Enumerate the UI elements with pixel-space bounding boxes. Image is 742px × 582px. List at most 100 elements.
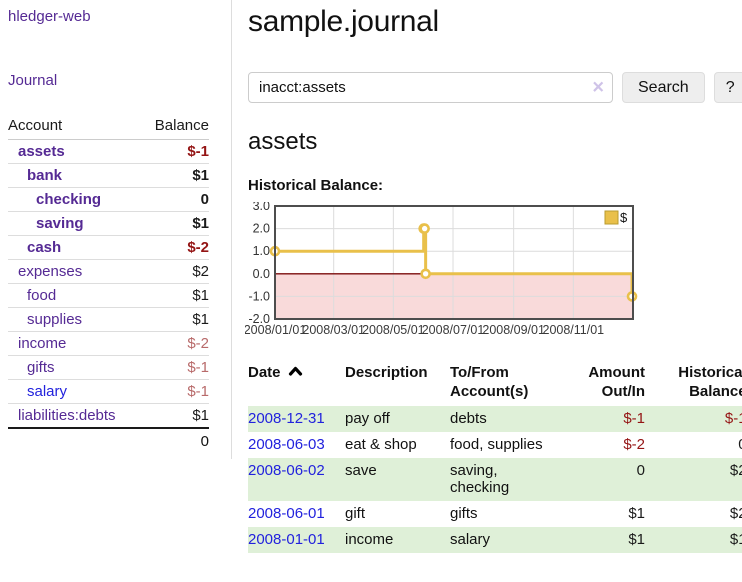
legend-label: $ <box>620 210 628 225</box>
register-row: 2008-01-01 income salary $1 $1 <box>248 527 742 553</box>
register-date-link[interactable]: 2008-06-01 <box>248 505 325 522</box>
register-date-link[interactable]: 2008-06-03 <box>248 436 325 453</box>
account-link[interactable]: bank <box>27 167 63 184</box>
register-row: 2008-06-02 save saving, checking 0 $2 <box>248 458 742 501</box>
y-axis-tick-label: 0.0 <box>253 267 270 281</box>
register-row: 2008-06-03 eat & shop food, supplies $-20 <box>248 432 742 458</box>
sidebar-item-journal[interactable]: Journal <box>8 72 58 89</box>
account-row: liabilities:debts $1 <box>8 403 209 429</box>
register-row: 2008-12-31 pay off debts $-1 $-1 <box>248 406 742 432</box>
sidebar: hledger-web Journal Account Balance asse… <box>0 0 232 459</box>
register-amount: 0 <box>636 462 645 479</box>
account-link[interactable]: checking <box>36 191 102 208</box>
register-header-row: Date Description To/From Account(s) Amount … <box>248 361 742 406</box>
account-row: food $1 <box>8 283 209 308</box>
clear-search-icon[interactable]: × <box>592 76 604 99</box>
register-description: pay off <box>345 410 390 427</box>
account-link[interactable]: expenses <box>18 263 83 280</box>
account-row: expenses $2 <box>8 259 209 284</box>
register-accounts: food, supplies <box>450 436 543 453</box>
register-header-amount: Amount Out/In <box>588 364 645 400</box>
account-row: bank $1 <box>8 163 209 188</box>
search-button[interactable]: Search <box>622 72 705 103</box>
x-axis-tick-label: 2008/07/01 <box>422 323 485 337</box>
account-row: saving $1 <box>8 211 209 236</box>
register-accounts: salary <box>450 531 491 548</box>
y-axis-tick-label: 1.0 <box>253 244 270 258</box>
y-axis-tick-label: -2.0 <box>248 312 270 326</box>
register-description: gift <box>345 505 366 522</box>
register-accounts: gifts <box>450 505 478 522</box>
register-description: save <box>345 462 377 479</box>
register-header-date[interactable]: Date <box>248 361 345 406</box>
register-amount: $1 <box>628 505 645 522</box>
account-balance: $-1 <box>187 359 209 376</box>
account-link[interactable]: liabilities:debts <box>18 407 116 424</box>
data-point-marker <box>419 223 430 234</box>
account-link[interactable]: income <box>18 335 67 352</box>
account-row: supplies $1 <box>8 307 209 332</box>
search-form: × Search ? <box>248 72 742 103</box>
register-balance: $2 <box>729 462 742 479</box>
search-input[interactable] <box>248 72 613 103</box>
register-balance: $2 <box>729 505 742 522</box>
account-row: salary $-1 <box>8 379 209 404</box>
chart-title: Historical Balance: <box>248 177 384 194</box>
register-accounts: debts <box>450 410 487 427</box>
x-axis-tick-label: 2008/01/01 <box>245 323 306 337</box>
y-axis-tick-label: 2.0 <box>253 222 270 236</box>
register-header-accounts: To/From Account(s) <box>450 364 529 400</box>
register-description: income <box>345 531 394 548</box>
register-date-link[interactable]: 2008-01-01 <box>248 531 325 548</box>
account-row: assets $-1 <box>8 139 209 164</box>
account-link[interactable]: gifts <box>27 359 55 376</box>
account-link[interactable]: food <box>27 287 57 304</box>
account-balance: $2 <box>192 263 209 280</box>
accounts-total-value: 0 <box>141 427 209 453</box>
page-title: sample.journal <box>248 5 439 38</box>
chart-canvas: $3.0 2.0 1.0 0.0 -1.0 -2.02008/01/012008/03/0… <box>244 199 638 337</box>
register-balance: 0 <box>645 432 742 458</box>
data-point-marker <box>420 268 431 280</box>
accounts-total-row: 0 <box>8 427 209 453</box>
register-row: 2008-06-01 gift gifts $1 $2 <box>248 501 742 527</box>
account-balance: $1 <box>192 167 209 184</box>
account-balance: 0 <box>200 191 209 208</box>
register-amount: $1 <box>628 531 645 548</box>
register-description: eat & shop <box>345 436 417 453</box>
accounts-header-balance: Balance <box>141 114 209 140</box>
help-button[interactable]: ? <box>713 72 742 103</box>
register-date-link[interactable]: 2008-06-02 <box>248 462 325 479</box>
account-row: checking 0 <box>8 187 209 212</box>
y-axis-tick-label: -1.0 <box>248 289 270 303</box>
register-header-balance: Historical Balance <box>678 364 742 400</box>
sort-asc-icon <box>288 366 302 376</box>
account-row: income $-2 <box>8 331 209 356</box>
account-link[interactable]: assets <box>18 143 65 160</box>
account-link[interactable]: saving <box>36 215 84 232</box>
account-link[interactable]: salary <box>27 383 68 400</box>
accounts-header-row: Account Balance <box>8 114 209 140</box>
main-content: sample.journal × Search ? assets Histori… <box>232 0 742 553</box>
account-link[interactable]: supplies <box>27 311 83 328</box>
register-balance: $1 <box>729 531 742 548</box>
register-date-link[interactable]: 2008-12-31 <box>248 410 325 427</box>
register-balance: $-1 <box>724 410 742 427</box>
account-balance: $-2 <box>187 239 209 256</box>
x-axis-tick-label: 2008/05/01 <box>362 323 425 337</box>
account-balance: $1 <box>192 311 209 328</box>
search-box: × <box>248 72 613 103</box>
accounts-table: Account Balance assets $-1 bank $1 checking 0… <box>8 114 209 453</box>
account-balance: $1 <box>192 215 209 232</box>
account-balance: $-2 <box>187 335 209 352</box>
historical-balance-chart: $3.0 2.0 1.0 0.0 -1.0 -2.0 2008/01/01 2008/03/0… <box>244 199 742 349</box>
legend-swatch <box>604 210 619 225</box>
x-axis-tick-label: 2008/11/01 <box>543 323 605 337</box>
app-brand-link[interactable]: hledger-web <box>8 8 91 25</box>
account-row: gifts $-1 <box>8 355 209 380</box>
register-amount: $-2 <box>623 436 645 453</box>
account-link[interactable]: cash <box>27 239 62 256</box>
account-heading: assets <box>248 128 318 155</box>
account-balance: $1 <box>192 287 209 304</box>
account-balance: $-1 <box>187 143 209 160</box>
